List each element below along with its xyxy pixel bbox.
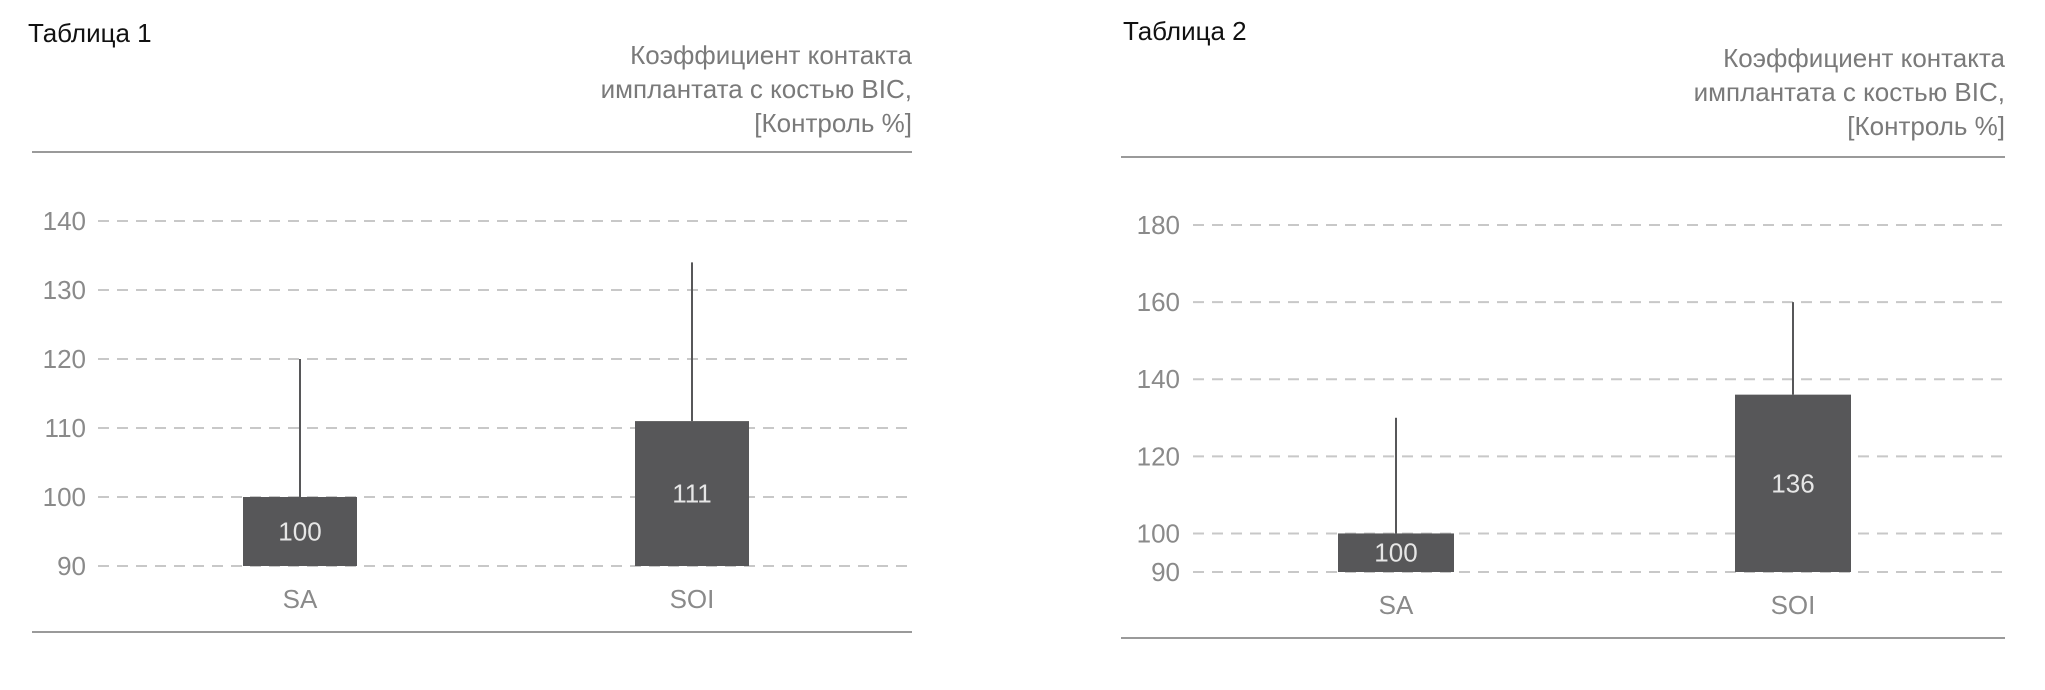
chart-1-bar xyxy=(243,497,357,566)
chart-2-ytick-label: 180 xyxy=(1137,210,1180,240)
chart-1-top-rule xyxy=(32,151,912,153)
chart-2-ylabel-line-3: [Контроль %] xyxy=(1847,111,2005,141)
chart-1-ylabel: Коэффициент контакта имплантата с костью… xyxy=(601,38,912,140)
chart-2-bar-value-label: 136 xyxy=(1771,468,1814,498)
chart-1-bar-value-label: 100 xyxy=(278,517,321,547)
chart-panel-2: Таблица 2 Коэффициент контакта имплантат… xyxy=(1085,0,2045,690)
chart-2-category-label: SOI xyxy=(1771,590,1816,620)
chart-1-category-label: SA xyxy=(283,584,318,614)
chart-1-ytick-label: 130 xyxy=(43,275,86,305)
chart-2-bar xyxy=(1735,394,1851,572)
chart-1-ytick-label: 100 xyxy=(43,482,86,512)
chart-1-bar xyxy=(635,421,749,566)
chart-2-bar xyxy=(1338,533,1454,572)
chart-1-ytick-label: 120 xyxy=(43,344,86,374)
chart-2-ytick-label: 100 xyxy=(1137,518,1180,548)
chart-1-plot: 90 100 110 120 130 140 100 SA 111 SOI xyxy=(43,206,912,614)
chart-2-ytick-label: 160 xyxy=(1137,287,1180,317)
chart-2-plot: 90 100 120 140 160 180 100 SA 136 SOI xyxy=(1137,210,2005,620)
chart-1-ytick-label: 140 xyxy=(43,206,86,236)
chart-1-ylabel-line-2: имплантата с костью BIC, xyxy=(600,74,912,104)
chart-2-ytick-label: 140 xyxy=(1137,364,1180,394)
chart-1-ylabel-line-1: Коэффициент контакта xyxy=(630,40,912,70)
chart-2-ytick-label: 120 xyxy=(1137,441,1180,471)
chart-1-ylabel-line-3: [Контроль %] xyxy=(754,108,912,138)
chart-panel-1: Таблица 1 Коэффициент контакта имплантат… xyxy=(0,0,960,690)
chart-1-category-label: SOI xyxy=(670,584,715,614)
chart-2-ylabel-line-1: Коэффициент контакта xyxy=(1723,43,2005,73)
chart-2-category-label: SA xyxy=(1379,590,1414,620)
chart-1-bar-value-label: 111 xyxy=(672,479,712,509)
chart-1-ytick-label: 90 xyxy=(57,551,86,581)
chart-2-title: Таблица 2 xyxy=(1123,16,1247,46)
chart-2-ylabel-line-2: имплантата с костью BIC, xyxy=(1693,77,2005,107)
chart-2-top-rule xyxy=(1121,156,2005,158)
chart-1-title: Таблица 1 xyxy=(28,18,152,48)
chart-2-ytick-label: 90 xyxy=(1151,557,1180,587)
chart-1-bottom-rule xyxy=(32,631,912,633)
chart-2-ylabel: Коэффициент контакта имплантата с костью… xyxy=(1694,41,2005,143)
chart-2-bar-value-label: 100 xyxy=(1374,538,1417,568)
chart-2-bottom-rule xyxy=(1121,637,2005,639)
chart-1-ytick-label: 110 xyxy=(45,413,86,443)
